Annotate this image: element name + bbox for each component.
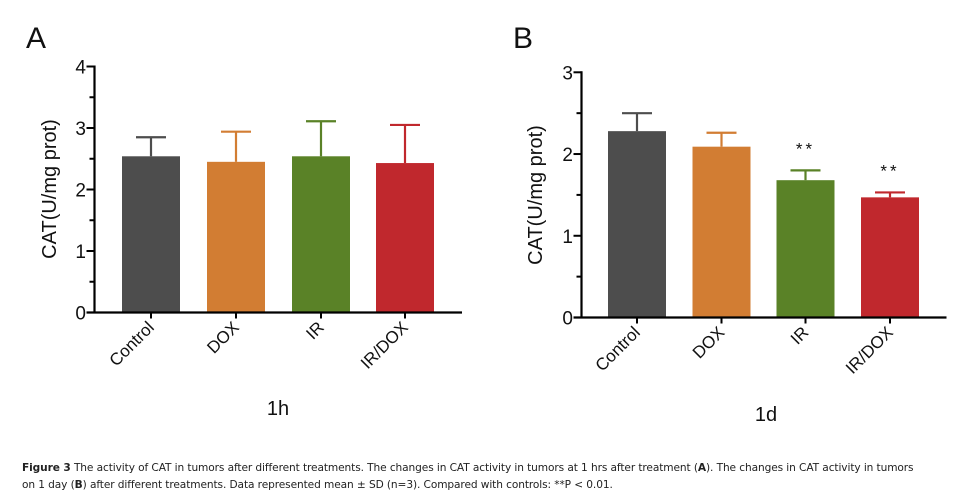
bar-ir-dox [376,163,434,313]
bar-control [122,156,180,313]
x-tick-label: DOX [689,323,728,362]
y-axis-label: CAT(U/mg prot) [39,119,61,259]
y-tick-label: 2 [562,145,573,166]
panel-b: B Control DOX ** IR ** IR/DOX 0 1 2 3 CAT(U/mg prot… [513,22,947,426]
y-axis-label: CAT(U/mg prot) [525,125,547,265]
x-tick-label: IR [302,318,327,343]
caption-line1: The activity of CAT in tumors after diff… [70,462,698,474]
figure-caption: Figure 3 The activity of CAT in tumors a… [22,460,967,494]
bar-dox [207,161,265,313]
y-tick-label: 0 [562,309,573,330]
caption-line2: ) after different treatments. Data repre… [82,479,613,491]
caption-ref-b: B [74,479,83,491]
panel-label: A [26,22,46,55]
y-tick-label: 2 [75,181,86,202]
x-tick-label: IR/DOX [357,318,412,373]
bar-control [608,131,666,318]
x-axis-label: 1h [267,398,289,420]
x-tick-label: Control [106,318,158,370]
caption-line2-head: on 1 day ( [22,479,75,491]
bar-ir [776,180,835,318]
x-tick-label: DOX [203,318,242,357]
significance-marker: ** [880,161,899,180]
panel-label: B [513,22,533,55]
y-tick-label: 3 [562,63,573,84]
significance-marker: ** [796,139,815,158]
y-tick-label: 0 [75,304,86,325]
bar-ir-dox [861,197,919,318]
x-axis-label: 1d [755,404,777,426]
panel-a: A Control DOX IR IR/DOX 0 1 2 3 4 CAT(U/mg prot) 1h [26,22,462,420]
y-tick-label: 1 [562,227,573,248]
bar-dox [692,146,751,318]
y-tick-label: 1 [75,242,86,263]
y-tick-label: 3 [75,119,86,140]
x-tick-label: IR [787,323,812,348]
caption-line1-tail: ). The changes in CAT activity in tumors [706,462,914,474]
bar-ir [292,156,350,313]
y-tick-label: 4 [75,58,86,79]
caption-figure-label: Figure 3 [22,462,71,474]
x-tick-label: Control [592,323,644,375]
caption-ref-a: A [697,462,706,474]
x-tick-label: IR/DOX [842,323,897,378]
